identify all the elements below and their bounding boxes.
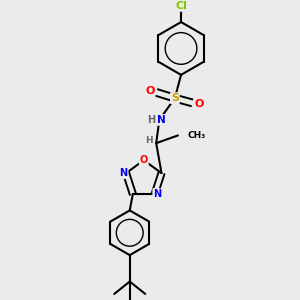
Text: O: O — [140, 155, 148, 165]
Text: N: N — [153, 189, 161, 199]
Text: S: S — [171, 93, 179, 103]
Text: H: H — [148, 115, 156, 125]
Text: Cl: Cl — [175, 1, 187, 11]
Text: O: O — [194, 99, 203, 110]
Text: N: N — [158, 115, 166, 125]
Text: H: H — [146, 136, 153, 145]
Text: O: O — [145, 86, 155, 96]
Text: N: N — [119, 168, 128, 178]
Text: CH₃: CH₃ — [187, 131, 206, 140]
